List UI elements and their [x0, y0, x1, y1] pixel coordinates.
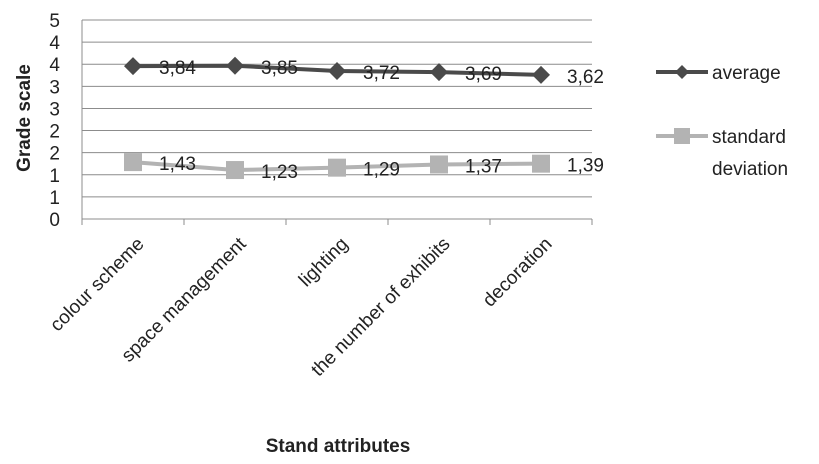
- data-point: [430, 63, 448, 82]
- y-tick-label: 0: [49, 210, 60, 231]
- data-label: 1,29: [363, 160, 400, 181]
- data-label: 3,85: [261, 58, 298, 79]
- x-axis-title: Stand attributes: [266, 436, 411, 457]
- legend-item: standard deviation: [656, 127, 788, 180]
- y-tick-label: 2: [49, 122, 60, 143]
- data-point: [532, 154, 550, 173]
- y-tick-label: 4: [49, 55, 60, 76]
- data-point: [124, 57, 142, 76]
- y-tick-label: 4: [49, 33, 60, 54]
- data-label: 3,69: [465, 64, 502, 85]
- data-label: 3,62: [567, 67, 604, 88]
- y-tick-label: 3: [49, 77, 60, 98]
- y-tick-label: 1: [49, 166, 60, 187]
- data-point: [226, 161, 244, 180]
- legend-label: average: [712, 63, 781, 84]
- x-tick-label: lighting: [295, 234, 352, 291]
- data-label: 3,72: [363, 63, 400, 84]
- data-point: [430, 155, 448, 174]
- gridlines: [82, 19, 592, 220]
- y-tick-label: 3: [49, 99, 60, 120]
- series-markers: [124, 56, 550, 180]
- legend: average standard deviation: [656, 63, 788, 180]
- legend-label: standard: [712, 127, 786, 148]
- legend-label: deviation: [712, 159, 788, 180]
- data-point: [328, 158, 346, 177]
- legend-marker: [674, 128, 690, 144]
- y-axis-title: Grade scale: [14, 64, 35, 172]
- data-point: [328, 61, 346, 80]
- data-label: 1,39: [567, 156, 604, 177]
- y-tick-label: 1: [49, 188, 60, 209]
- data-labels: 3,84 3,85 3,72 3,69 3,62 1,43 1,23 1,29 1,37 1,39: [159, 58, 604, 183]
- x-tick-label: decoration: [479, 234, 557, 312]
- y-tick-label: 5: [49, 11, 60, 32]
- legend-item: average: [656, 63, 781, 84]
- x-tick-label: colour scheme: [46, 234, 148, 336]
- axes: [81, 20, 593, 225]
- data-label: 3,84: [159, 58, 196, 79]
- data-point: [124, 153, 142, 172]
- legend-marker: [675, 65, 689, 79]
- data-label: 1,37: [465, 156, 502, 177]
- y-tick-label: 2: [49, 144, 60, 165]
- data-label: 1,43: [159, 154, 196, 175]
- data-point: [532, 65, 550, 84]
- data-point: [226, 56, 244, 75]
- data-label: 1,23: [261, 162, 298, 183]
